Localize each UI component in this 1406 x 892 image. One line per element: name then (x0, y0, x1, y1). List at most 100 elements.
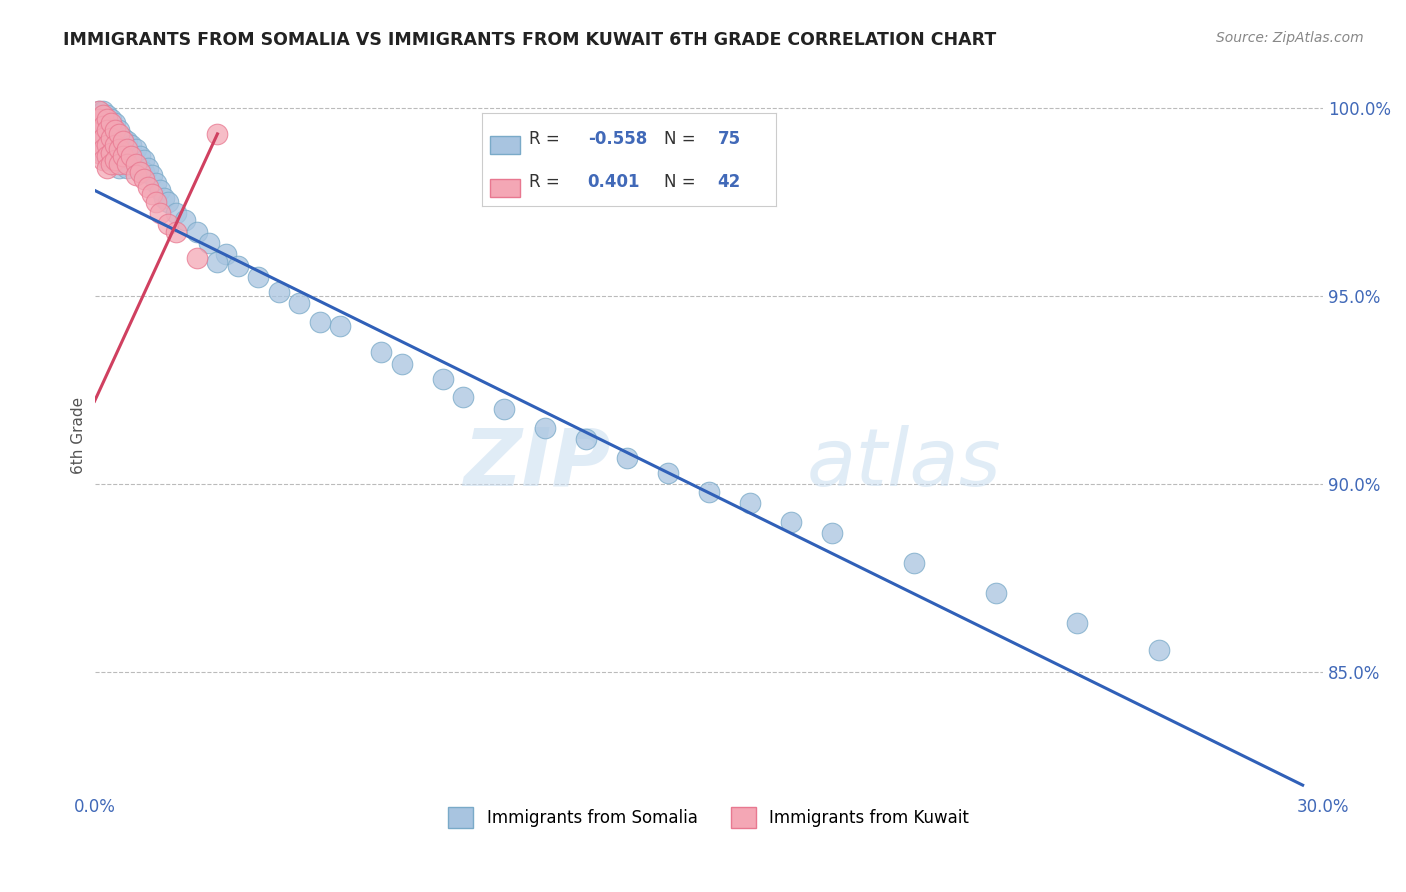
Y-axis label: 6th Grade: 6th Grade (72, 396, 86, 474)
Point (87, 123, 110, 137)
Point (100, 115, 122, 129)
Point (87, 112, 110, 126)
Point (173, 213, 195, 227)
Point (96, 112, 118, 126)
Point (96, 123, 118, 137)
Point (112, 130, 135, 145)
Point (91, 130, 114, 145)
Point (87, 104, 110, 119)
Point (112, 157, 135, 171)
Point (91, 123, 114, 137)
Point (87, 135, 110, 149)
Point (87, 112, 110, 126)
Point (87, 104, 110, 119)
Point (91, 104, 114, 119)
Point (104, 115, 127, 129)
Point (96, 149, 118, 163)
Point (136, 161, 159, 175)
Point (100, 123, 122, 137)
Point (100, 112, 122, 126)
Point (145, 194, 167, 209)
Point (87, 120, 110, 134)
Point (96, 120, 118, 134)
Point (91, 145, 114, 160)
Point (1149, 642, 1171, 657)
Point (108, 161, 131, 175)
Text: atlas: atlas (807, 425, 1002, 503)
Point (451, 391, 474, 405)
Point (186, 225, 208, 239)
Point (117, 135, 139, 149)
Point (120, 149, 142, 163)
Point (779, 515, 801, 529)
Point (91, 142, 114, 156)
Point (226, 259, 249, 273)
Point (108, 123, 131, 137)
Point (96, 142, 118, 156)
Legend: Immigrants from Somalia, Immigrants from Kuwait: Immigrants from Somalia, Immigrants from… (441, 801, 976, 834)
Point (104, 153, 127, 168)
Point (132, 172, 155, 186)
Point (96, 161, 118, 175)
Point (112, 135, 135, 149)
Point (96, 108, 118, 122)
Point (91, 108, 114, 122)
Point (100, 157, 122, 171)
Point (87, 127, 110, 141)
Point (104, 138, 127, 153)
Point (149, 206, 172, 220)
Point (108, 127, 131, 141)
Point (96, 130, 118, 145)
Point (124, 169, 146, 183)
Point (117, 145, 139, 160)
Point (247, 269, 270, 284)
Point (186, 251, 208, 265)
Point (132, 164, 155, 178)
Point (117, 142, 139, 156)
Point (267, 285, 290, 299)
Point (288, 296, 311, 310)
Point (207, 255, 229, 269)
Point (104, 138, 127, 153)
Point (153, 191, 176, 205)
Point (738, 496, 761, 510)
Point (108, 142, 131, 156)
Point (108, 135, 131, 149)
Point (117, 157, 139, 171)
Point (391, 357, 413, 371)
Point (128, 164, 150, 178)
Point (432, 371, 454, 385)
Point (128, 149, 150, 163)
Point (112, 142, 135, 156)
Point (157, 217, 180, 231)
Point (91, 112, 114, 126)
Point (136, 179, 159, 194)
Point (112, 149, 135, 163)
Point (104, 123, 127, 137)
Point (128, 161, 150, 175)
Point (100, 145, 122, 160)
Point (657, 466, 679, 480)
Point (96, 138, 118, 153)
Point (821, 525, 844, 540)
Point (494, 401, 516, 416)
Point (575, 432, 598, 446)
Point (214, 247, 236, 261)
Text: Source: ZipAtlas.com: Source: ZipAtlas.com (1216, 31, 1364, 45)
Point (141, 187, 163, 202)
Point (91, 153, 114, 168)
Point (534, 420, 557, 434)
Point (132, 153, 155, 168)
Point (166, 206, 188, 220)
Point (308, 315, 330, 329)
Point (141, 169, 163, 183)
Point (198, 235, 221, 250)
Point (984, 586, 1007, 600)
Point (104, 153, 127, 168)
Point (91, 120, 114, 134)
Point (329, 318, 352, 333)
Point (120, 138, 142, 153)
Point (124, 157, 146, 171)
Point (166, 225, 188, 239)
Point (100, 138, 122, 153)
